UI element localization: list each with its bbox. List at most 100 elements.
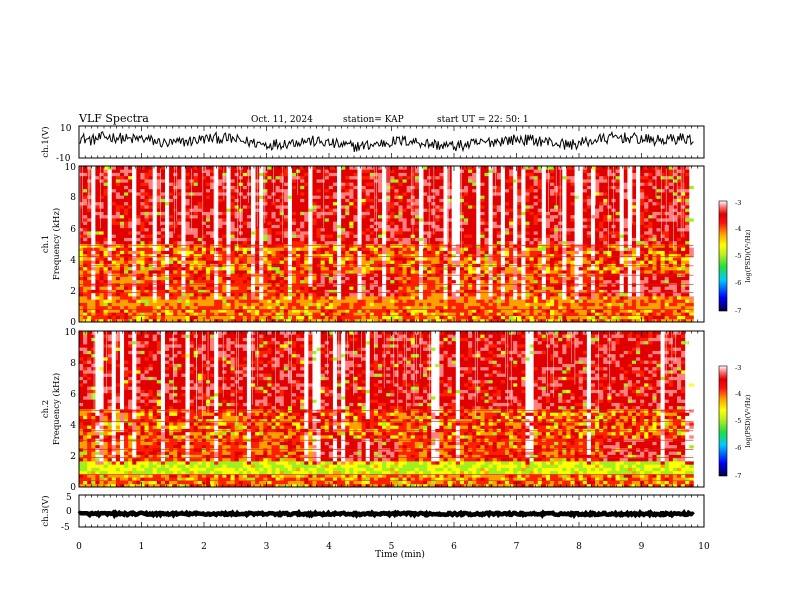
spectrogram-cell (152, 175, 158, 180)
spectrogram-cell (214, 279, 219, 284)
spectrogram-cell (222, 195, 227, 199)
spectrogram-cell (300, 240, 305, 245)
spectrogram-cell (115, 309, 121, 313)
spectrogram-cell (378, 185, 383, 190)
spectrogram-cell (398, 299, 403, 303)
spectrogram-cell (443, 214, 449, 219)
spectrogram-cell (263, 296, 268, 300)
spectrogram-cell (418, 315, 424, 320)
spectrogram-cell (230, 221, 236, 225)
spectrogram-cell (115, 208, 121, 212)
spectrogram-cell (369, 211, 375, 216)
spectrogram-cell (291, 185, 297, 190)
spectrogram-cell (156, 257, 162, 261)
spectrogram-cell (91, 234, 96, 238)
spectrogram-cell (279, 188, 285, 193)
spectrogram-cell (337, 260, 342, 264)
spectrogram-cell (271, 237, 276, 242)
spectrogram-cell (406, 234, 412, 238)
spectrogram-cell (464, 182, 469, 186)
spectrogram-cell (398, 214, 403, 219)
spectrogram-cell (480, 166, 485, 170)
spectrogram-cell (312, 218, 317, 222)
spectrogram-cell (468, 221, 473, 225)
spectrogram-cell (177, 179, 182, 183)
spectrogram-cell (304, 279, 309, 284)
spectrogram-cell (418, 257, 424, 261)
spectrogram-cell (464, 279, 469, 284)
start-time-label: start UT = 22: 50: 1 (437, 115, 529, 125)
spectrogram-cell (349, 276, 354, 281)
spectrogram-cell (480, 227, 485, 232)
spectrogram-cell (423, 296, 428, 300)
spectrogram-cell (341, 192, 346, 196)
spectrogram-cell (365, 185, 371, 190)
spectrogram-cell (451, 234, 457, 238)
spectrogram-cell (328, 302, 334, 307)
spectrogram-cell (296, 234, 301, 238)
spectrogram-cell (165, 231, 170, 235)
spectrogram-cell (435, 195, 440, 199)
spectrogram-cell (87, 250, 92, 255)
spectrogram-cell (201, 208, 207, 212)
spectrogram-cell (185, 302, 190, 307)
spectrogram-cell (328, 266, 334, 271)
spectrogram-cell (443, 208, 449, 212)
spectrogram-cell (181, 266, 186, 271)
spectrogram-cell (173, 305, 178, 310)
spectrogram-cell (271, 211, 276, 216)
spectrogram-cell (283, 221, 289, 225)
spectrogram-cell (402, 166, 408, 170)
spectrogram-cell (87, 247, 92, 251)
spectrogram-cell (136, 237, 141, 242)
spectrogram-cell (234, 279, 240, 284)
spectrogram-cell (337, 247, 342, 251)
spectrogram-cell (263, 214, 268, 219)
spectrogram-cell (259, 205, 264, 209)
spectrogram-cell (271, 296, 276, 300)
spectrogram-cell (447, 218, 453, 222)
spectrogram-cell (91, 289, 96, 294)
spectrogram-cell (263, 276, 268, 281)
spectrogram-cell (402, 185, 408, 190)
spectrogram-cell (439, 201, 444, 206)
spectrogram-cell (152, 289, 158, 294)
spectrogram-cell (283, 263, 289, 268)
spectrogram-cell (423, 263, 428, 268)
spectrogram-cell (410, 257, 416, 261)
spectrogram-cell (357, 218, 363, 222)
spectrogram-cell (382, 312, 387, 316)
spectrogram-cell (111, 257, 117, 261)
spectrogram-cell (349, 266, 354, 271)
spectrogram-cell (99, 172, 104, 177)
spectrogram-cell (435, 296, 440, 300)
spectrogram-cell (406, 166, 412, 170)
spectrogram-cell (177, 218, 182, 222)
spectrogram-cell (193, 169, 199, 173)
spectrogram-cell (275, 221, 281, 225)
spectrogram-cell (468, 289, 473, 294)
spectrogram-cell (275, 175, 281, 180)
spectrogram-cell (132, 214, 137, 219)
spectrogram-cell (136, 263, 141, 268)
spectrogram-cell (382, 182, 387, 186)
spectrogram-cell (431, 185, 436, 190)
spectrogram-cell (238, 299, 244, 303)
spectrogram-cell (378, 240, 383, 245)
spectrogram-cell (124, 318, 129, 322)
spectrogram-cell (238, 208, 244, 212)
spectrogram-cell (87, 312, 92, 316)
spectrogram-cell (152, 263, 158, 268)
spectrogram-cell (472, 296, 477, 300)
spectrogram-cell (263, 240, 268, 245)
spectrogram-cell (316, 309, 322, 313)
spectrogram-cell (472, 279, 477, 284)
spectrogram-cell (79, 179, 84, 183)
spectrogram-cell (242, 318, 248, 322)
spectrogram-cell (259, 276, 264, 281)
spectrogram-cell (205, 166, 211, 170)
spectrogram-cell (345, 260, 350, 264)
spectrogram-cell (353, 218, 358, 222)
spectrogram-cell (341, 315, 346, 320)
spectrogram-cell (169, 240, 174, 245)
